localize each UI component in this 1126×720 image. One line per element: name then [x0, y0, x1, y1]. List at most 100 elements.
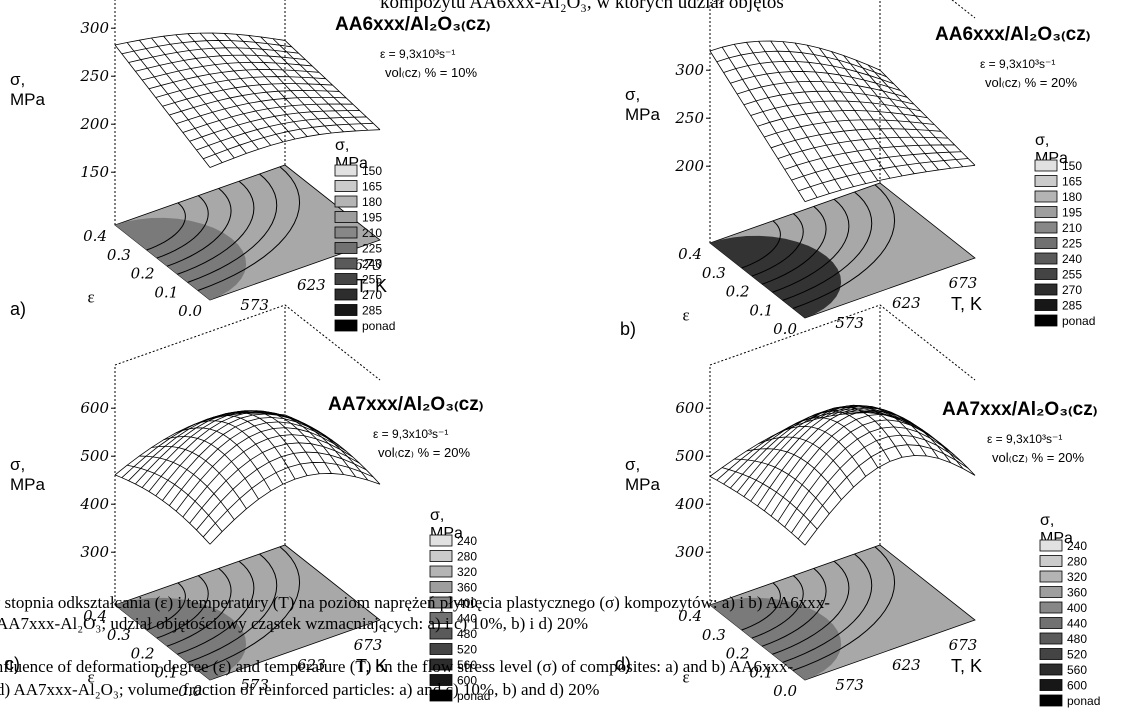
mesh-line — [791, 151, 962, 181]
eps-tick-label: 0.3 — [107, 626, 131, 644]
floor-region — [710, 597, 842, 680]
legend-swatch — [1034, 175, 1058, 187]
legend-label: ponad — [362, 319, 395, 333]
legend-label: ponad — [457, 689, 490, 703]
legend-swatch — [334, 288, 358, 301]
legend-label: 210 — [362, 226, 382, 240]
legend-swatch — [429, 565, 453, 578]
box-edge — [709, 0, 976, 19]
T-tick-label: 623 — [892, 294, 921, 312]
z-tick-label: 600 — [80, 399, 109, 417]
mesh-line — [236, 33, 332, 134]
mesh-line — [162, 83, 333, 107]
caption-pl-2: AA7xxx-Al₂O₃; udział objętościowy cząste… — [0, 614, 589, 633]
z-axis-label: MPa — [10, 90, 46, 109]
eps-tick-label: 0.3 — [702, 264, 726, 282]
mesh-line — [730, 407, 901, 489]
mesh-line — [284, 414, 381, 485]
contour-line — [187, 173, 278, 283]
z-axis-label: MPa — [625, 105, 661, 124]
T-axis-label: T, K — [356, 656, 387, 676]
surface-plot: 3004005006000.00.10.20.30.4573623673εT, … — [615, 304, 1100, 708]
legend-swatch — [1039, 694, 1063, 707]
strain-rate: ε = 9,3x10³s⁻¹ — [380, 47, 455, 61]
mesh-line — [818, 47, 915, 174]
legend-swatch — [429, 596, 453, 609]
eps-tick-label: 0.4 — [83, 227, 107, 245]
legend-label: 600 — [1067, 679, 1087, 693]
legend-label: 255 — [362, 273, 382, 287]
T-tick-label: 573 — [240, 296, 269, 314]
contour-line — [146, 202, 186, 251]
contour-line — [177, 560, 255, 655]
eps-tick-label: 0.3 — [107, 246, 131, 264]
legend-swatch — [334, 195, 358, 208]
legend-label: 560 — [1067, 663, 1087, 677]
mesh-line — [709, 412, 881, 477]
T-axis-label: T, K — [951, 656, 982, 676]
mesh-line — [770, 128, 942, 149]
T-tick-label: 623 — [892, 656, 921, 674]
mesh-line — [716, 50, 887, 78]
legend-title: σ, — [1035, 132, 1049, 149]
mesh-line — [155, 413, 326, 497]
legend-label: 225 — [1062, 237, 1082, 251]
legend-swatch — [1034, 268, 1058, 280]
mesh-line — [272, 413, 369, 481]
eps-tick-label: 0.1 — [749, 301, 773, 319]
panel-label: b) — [620, 319, 636, 339]
contour-line — [751, 575, 804, 639]
legend-swatch — [1034, 283, 1058, 296]
legend-label: 400 — [1067, 601, 1087, 615]
mesh-line — [777, 136, 948, 159]
mesh-line — [196, 451, 367, 531]
panel-title: AA7xxx/Al₂O₃₍cz₎ — [942, 399, 1097, 420]
legend-swatch — [429, 612, 453, 624]
legend-label: 240 — [457, 534, 477, 548]
legend-label: 320 — [1067, 570, 1087, 584]
legend-swatch — [334, 319, 358, 332]
mesh-line — [114, 412, 286, 476]
legend-label: 440 — [457, 612, 477, 626]
legend-swatch — [429, 534, 453, 547]
mesh-line — [202, 462, 374, 538]
eps-axis-label: ε — [88, 288, 95, 307]
legend-label: 480 — [457, 627, 477, 641]
z-tick-label: 300 — [675, 61, 704, 79]
legend-swatch — [429, 689, 453, 702]
contour-line — [166, 188, 232, 267]
mesh-line — [750, 100, 921, 116]
legend-label: 195 — [362, 211, 382, 225]
eps-tick-label: 0.1 — [749, 663, 773, 681]
floor-region — [710, 235, 842, 318]
z-tick-label: 300 — [675, 543, 704, 561]
contour-line — [156, 195, 209, 259]
mesh-line — [189, 442, 360, 524]
legend-label: 520 — [457, 643, 477, 657]
legend-label: 285 — [1062, 299, 1082, 313]
legend-label: 285 — [362, 304, 382, 318]
volume-fraction: vol₍cz₎ % = 20% — [378, 445, 470, 460]
mesh-line — [209, 473, 381, 545]
T-tick-label: 573 — [835, 314, 864, 332]
contour-line — [782, 191, 873, 301]
legend-label: 270 — [362, 288, 382, 302]
floor-region — [115, 217, 247, 300]
legend-label: 165 — [1062, 175, 1082, 189]
legend-title: σ, — [1040, 512, 1054, 529]
mesh-line — [114, 32, 286, 46]
mesh-line — [743, 90, 915, 106]
legend-swatch — [1039, 570, 1063, 583]
eps-tick-label: 0.3 — [702, 626, 726, 644]
legend-swatch — [334, 226, 358, 239]
mesh-line — [139, 455, 235, 520]
legend-swatch — [1034, 237, 1058, 249]
contour-line — [761, 206, 827, 285]
contour-line — [187, 553, 278, 663]
eps-tick-label: 0.0 — [178, 302, 202, 320]
panel-label: c) — [5, 654, 20, 674]
T-axis-label: T, K — [951, 294, 982, 314]
legend-swatch — [334, 273, 358, 285]
legend-label: 280 — [457, 550, 477, 564]
